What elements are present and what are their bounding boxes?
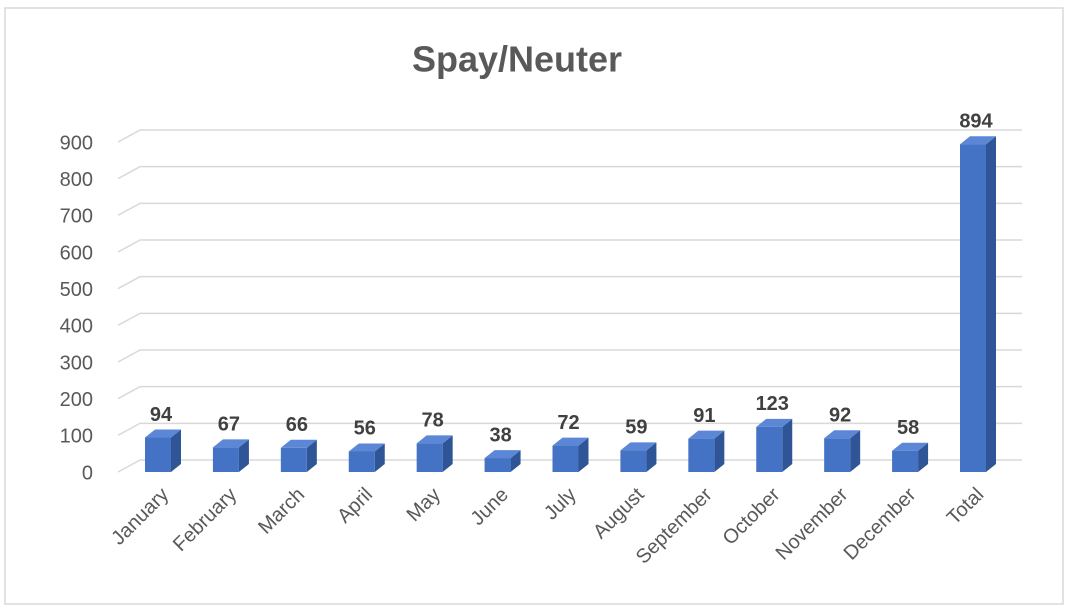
bar-top — [280, 439, 317, 448]
bar-side — [510, 450, 521, 472]
bar — [688, 438, 715, 472]
bar-top — [960, 136, 996, 145]
value-label: 67 — [218, 414, 240, 436]
value-label: 92 — [829, 405, 851, 427]
grid-line — [117, 385, 1022, 400]
y-tick-label: 200 — [60, 389, 93, 411]
bar-side — [986, 136, 996, 472]
y-tick-label: 500 — [60, 279, 93, 301]
bar — [960, 144, 986, 472]
bar — [280, 447, 307, 472]
chart-border — [4, 7, 1064, 605]
bar-side — [714, 430, 725, 472]
grid-line — [117, 165, 1022, 180]
bar-top — [892, 442, 929, 451]
bar-side — [171, 429, 181, 472]
value-label: 78 — [422, 410, 444, 432]
bar-side — [306, 439, 317, 472]
bar — [212, 447, 239, 472]
bar-top — [348, 443, 385, 452]
value-label: 58 — [897, 417, 919, 439]
grid-line — [117, 129, 1022, 143]
bar-side — [442, 435, 453, 472]
bar — [552, 445, 579, 472]
y-tick-label: 400 — [60, 316, 93, 338]
bar-top — [484, 450, 521, 459]
bar-top — [620, 442, 657, 451]
value-label: 91 — [693, 405, 715, 427]
bar-side — [238, 439, 249, 472]
bar-top — [212, 439, 249, 448]
grid-line — [117, 459, 1022, 473]
bar — [892, 450, 919, 472]
y-tick-label: 700 — [60, 206, 93, 228]
value-label: 94 — [150, 404, 173, 426]
value-label: 56 — [354, 418, 376, 440]
y-tick-label: 100 — [60, 426, 93, 448]
y-tick-label: 0 — [82, 462, 93, 484]
value-label: 59 — [625, 417, 647, 439]
bar-side — [850, 430, 861, 472]
bar-side — [918, 442, 929, 472]
y-tick-label: 600 — [60, 242, 93, 264]
value-label: 894 — [959, 110, 993, 132]
bar-top — [824, 430, 861, 439]
y-tick-label: 800 — [60, 169, 93, 191]
bar — [484, 458, 511, 472]
grid-line — [117, 349, 1022, 363]
value-label: 123 — [756, 393, 789, 415]
bar — [756, 426, 783, 472]
bar-top — [416, 435, 453, 444]
chart-title: Spay/Neuter — [412, 39, 622, 80]
bar-side — [782, 418, 793, 472]
grid-line — [117, 202, 1022, 216]
bar — [824, 438, 851, 472]
grid-line — [117, 312, 1022, 326]
bar-top — [688, 430, 725, 439]
grid-line — [117, 239, 1022, 253]
bar-side — [646, 442, 657, 472]
bar-side — [374, 443, 385, 472]
bar — [620, 450, 647, 472]
y-tick-label: 900 — [60, 132, 93, 154]
bar — [348, 451, 375, 472]
bar-side — [578, 437, 589, 472]
value-label: 72 — [557, 412, 579, 434]
bar-top — [145, 429, 181, 438]
value-label: 66 — [286, 414, 308, 436]
grid-line — [117, 275, 1022, 290]
grid-line — [117, 422, 1022, 436]
value-label: 38 — [489, 424, 511, 446]
bar — [145, 437, 171, 472]
bar — [416, 443, 443, 472]
bar-top — [552, 437, 589, 446]
bar-top — [756, 418, 793, 427]
y-tick-label: 300 — [60, 352, 93, 374]
